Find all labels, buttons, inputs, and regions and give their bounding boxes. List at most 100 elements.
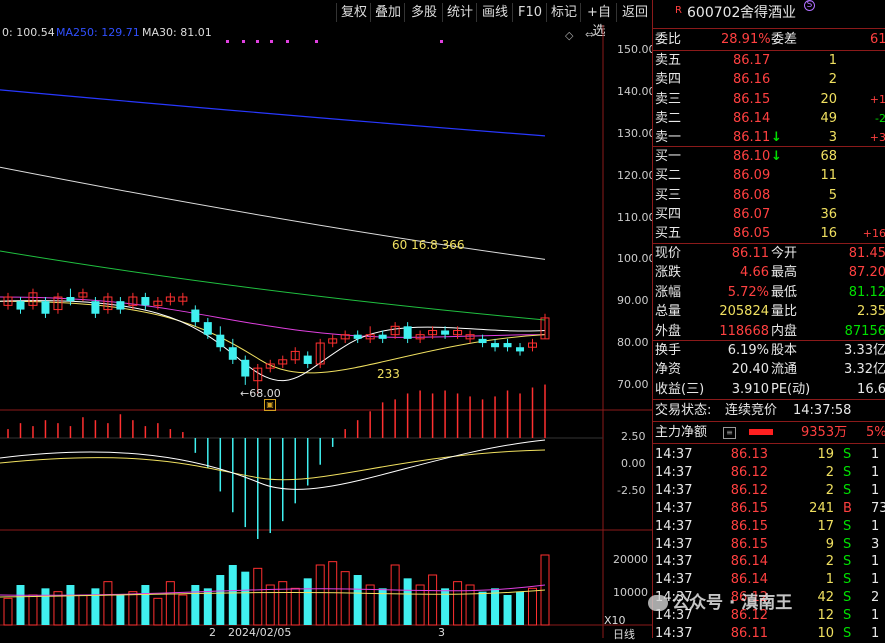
candle-body [453,329,463,336]
candle-body [66,297,75,302]
ask-row[interactable]: 卖二 86.14 49 -2 [653,109,885,128]
ask-row[interactable]: 卖五 86.17 1 [653,51,885,70]
stock-badge-s: S [804,0,815,11]
candle-body [228,347,237,360]
ma10-line [0,300,546,382]
watermark: 公众号 · 滇南王 [648,588,792,613]
tick-volume: 10 [817,626,834,641]
tick-row: 14:37 86.12 2 S 1 [653,481,885,500]
tick-row: 14:37 86.13 19 S 1 [653,445,885,464]
volume-bar [353,575,362,625]
volume-tick: 20000 [613,553,648,566]
stat-value: 205824 [719,304,769,320]
tick-row: 14:37 86.12 12 S 1 [653,606,885,625]
ratio-value: 28.91% [721,32,771,47]
list-icon[interactable]: ≡ [723,427,736,439]
fund-row: 净资 20.40 流通 3.32亿 [653,360,885,379]
stat-value: 3.33亿 [844,343,885,358]
tick-price: 86.12 [730,464,768,480]
stat-label: 收益(三) [655,381,705,397]
tick-price: 86.15 [730,518,768,534]
tick-count: 2 [871,590,880,606]
diamond-icon[interactable]: ◇ [565,29,574,42]
diff-label: 委差 [771,32,798,47]
volume-bar [66,585,75,625]
fund-row: 换手 6.19% 股本 3.33亿 [653,341,885,360]
toolbar-item[interactable]: F10 [512,3,547,22]
tick-time: 14:37 [655,447,693,462]
marker-icon[interactable]: ▣ [264,399,276,411]
marker-dot [226,40,229,43]
tick-volume: 2 [825,464,834,480]
status-value: 连续竞价 [725,403,778,418]
tick-count: 1 [871,608,880,624]
volume-bar [103,581,113,626]
volume-bar [16,585,25,625]
volume-bar [116,595,125,625]
volume-bar [253,567,263,626]
quote-row: 涨跌 4.66 最高 87.20 [653,263,885,282]
stat-label: 涨跌 [655,265,682,281]
tick-row: 14:37 86.11 10 S 1 [653,624,885,643]
tick-row: 14:37 86.14 2 S 1 [653,552,885,571]
ma60-line [0,250,546,321]
tick-volume: 42 [817,590,834,606]
tick-time: 14:37 [655,608,693,624]
toolbar-item[interactable]: +自选 [580,3,617,39]
ratio-label: 委比 [655,32,682,47]
toolbar-item[interactable]: 叠加 [370,3,405,22]
bid-row[interactable]: 买一 86.10 ↓ 68 [653,147,885,166]
quote-row: 总量 205824 量比 2.35 [653,302,885,321]
ask-row[interactable]: 卖四 86.16 2 [653,70,885,89]
volume-bar [153,597,163,626]
toolbar-item[interactable]: 标记 [546,3,581,22]
toolbar-item[interactable]: 复权 [336,3,371,22]
kline-chart[interactable] [0,25,652,638]
toolbar-item[interactable]: 多股 [404,3,443,22]
ask-row[interactable]: 卖一 86.11 ↓ 3 +3 [653,128,885,147]
volume-bar [191,585,200,625]
level-label: 买四 [655,206,682,222]
tick-volume: 2 [825,554,834,570]
tick-side: S [843,482,852,498]
tick-count: 1 [871,572,880,588]
net-flow-row[interactable]: 主力净额 ≡ 9353万 5% [653,423,885,442]
stat-value: 5.72% [727,284,769,300]
period-label[interactable]: 日线 [613,628,635,641]
ask-row[interactable]: 卖三 86.15 20 +1 [653,90,885,109]
toolbar-item[interactable]: 返回 [616,3,653,22]
bid-row[interactable]: 买二 86.09 11 [653,166,885,185]
net-flow-label: 主力净额 [655,425,708,440]
tick-count: 3 [871,536,880,552]
quote-panel: R 600702 舍得酒业 S 委比 28.91% 委差 61 卖五 86.17 1… [652,0,885,641]
stat-label: 现价 [655,246,682,261]
toolbar-item[interactable]: 统计 [442,3,477,22]
candle-body [353,334,362,339]
stat-label: 外盘 [655,323,682,339]
stock-name: 舍得酒业 [740,5,796,21]
stat-label: PE(动) [771,381,811,397]
stat-label: 最高 [771,265,798,281]
bid-row[interactable]: 买四 86.07 36 [653,205,885,224]
stat-label: 最低 [771,284,798,300]
volume-bar [303,578,312,625]
tick-price: 86.12 [730,590,768,606]
volume-bar [3,597,13,626]
watermark-text: 公众号 · 滇南王 [672,593,793,613]
price-tick: 140.00 [617,84,656,98]
tick-volume: 9 [825,536,834,552]
expand-icon[interactable]: ⇔ [585,28,595,41]
toolbar-item[interactable]: 画线 [476,3,513,22]
tick-price: 86.15 [730,536,768,552]
bid-row[interactable]: 买三 86.08 5 [653,186,885,205]
bid-row[interactable]: 买五 86.05 16 +16 [653,224,885,243]
candle-body [128,296,138,306]
tick-side: S [843,572,852,588]
stat-value: 20.40 [731,362,769,378]
volume-bar [91,588,100,625]
volume-bar [441,588,450,625]
stat-value: 81.12 [848,284,885,300]
level-price: 86.15 [733,91,771,107]
price-tick: 100.00 [617,252,656,266]
level-label: 卖一 [655,130,682,146]
